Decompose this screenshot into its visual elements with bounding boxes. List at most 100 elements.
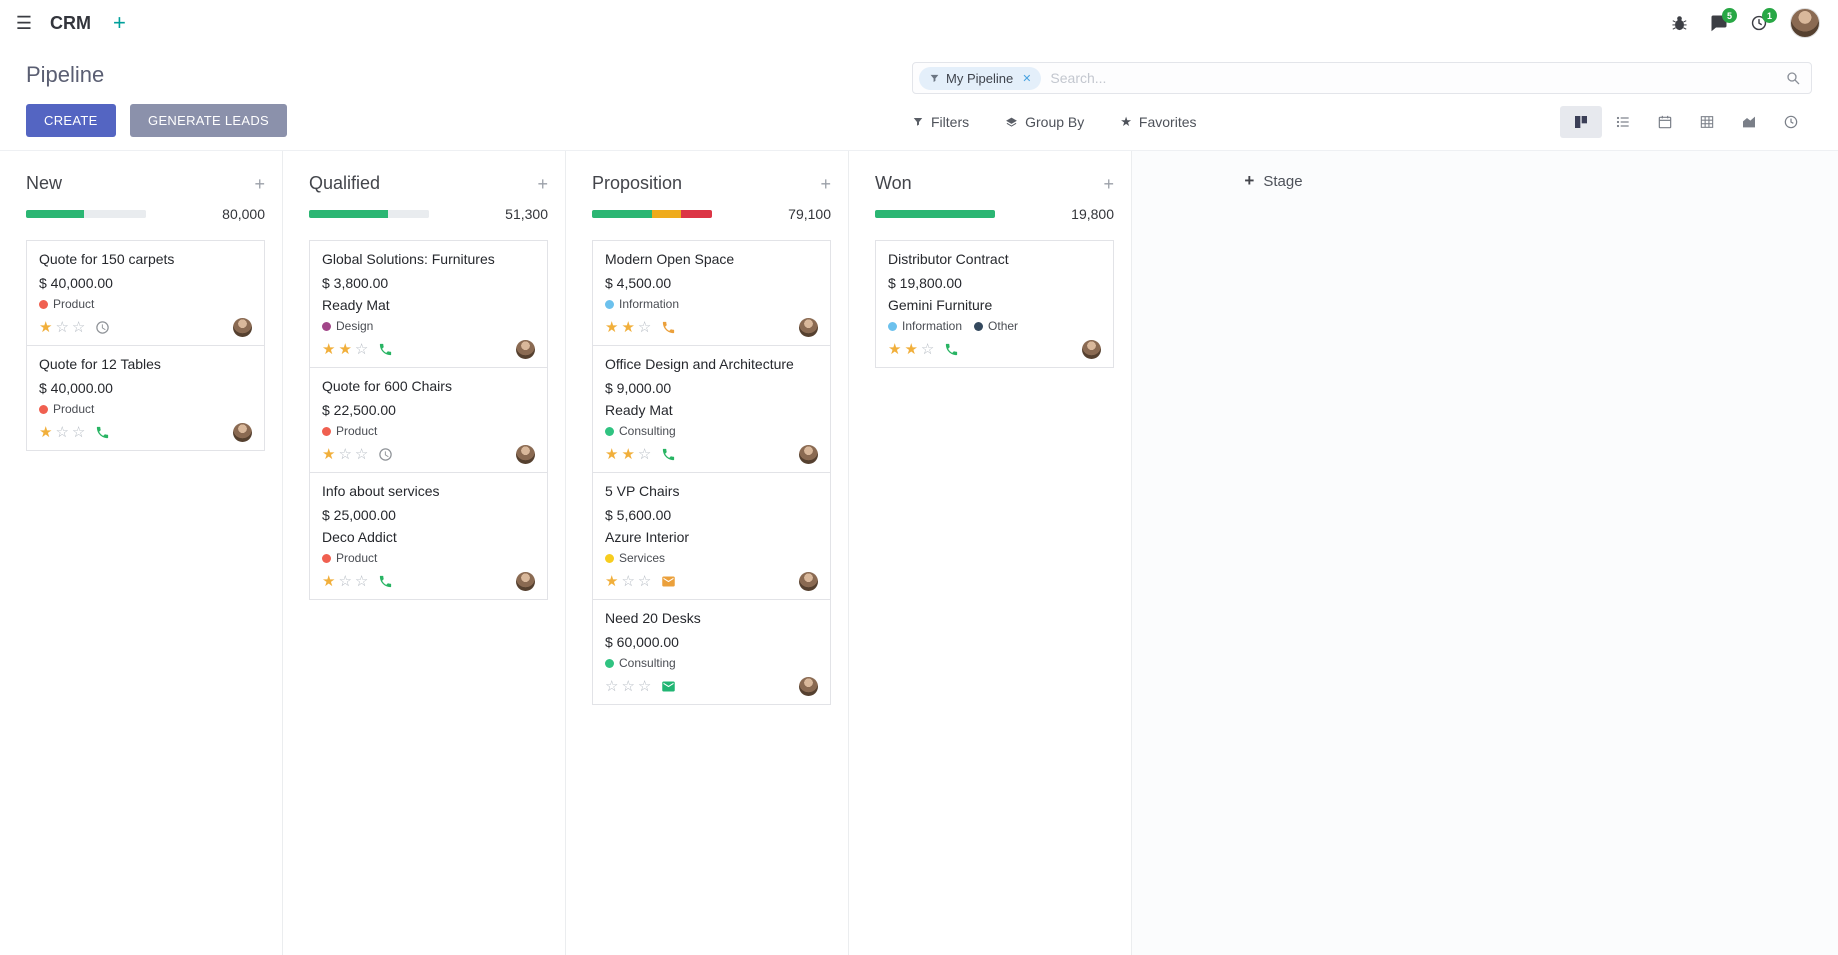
kanban-card[interactable]: 5 VP Chairs $ 5,600.00 Azure Interior Servi… <box>592 472 831 600</box>
stage-progressbar[interactable] <box>592 210 712 218</box>
kanban-card[interactable]: Global Solutions: Furnitures $ 3,800.00 Re… <box>309 240 548 368</box>
quick-add-card-button[interactable]: + <box>254 173 265 194</box>
view-pivot-button[interactable] <box>1686 106 1728 138</box>
salesperson-avatar[interactable] <box>516 572 535 591</box>
apps-menu-button[interactable]: ☰ <box>0 0 48 46</box>
priority-star[interactable]: ★ <box>621 446 635 463</box>
progress-segment-muted[interactable] <box>83 210 146 218</box>
priority-star[interactable]: ☆ <box>354 573 369 590</box>
priority-star[interactable]: ☆ <box>354 446 369 463</box>
quick-add-card-button[interactable]: + <box>1103 173 1114 194</box>
priority-star[interactable]: ☆ <box>55 319 69 336</box>
priority-star[interactable]: ☆ <box>621 573 635 590</box>
priority-star[interactable]: ☆ <box>354 341 369 358</box>
activity-envelope-icon[interactable] <box>661 679 676 694</box>
priority-star[interactable]: ★ <box>338 341 352 358</box>
filters-button[interactable]: Filters <box>912 114 969 130</box>
search-bar[interactable]: My Pipeline ✕ <box>912 62 1812 94</box>
kanban-card[interactable]: Distributor Contract $ 19,800.00 Gemini Fu… <box>875 240 1114 368</box>
activity-phone-icon[interactable] <box>378 342 393 357</box>
activity-clock-icon[interactable] <box>95 320 110 335</box>
create-button[interactable]: CREATE <box>26 104 116 137</box>
search-icon[interactable] <box>1785 70 1801 86</box>
search-facet-my-pipeline[interactable]: My Pipeline ✕ <box>919 66 1042 90</box>
kanban-card[interactable]: Quote for 150 carpets $ 40,000.00 Product ★… <box>26 240 265 346</box>
priority-star[interactable]: ☆ <box>55 424 69 441</box>
priority-star[interactable]: ★ <box>605 319 619 336</box>
stage-progressbar[interactable] <box>309 210 429 218</box>
view-list-button[interactable] <box>1602 106 1644 138</box>
add-stage-button[interactable]: + Stage <box>1132 171 1415 191</box>
quick-add-card-button[interactable]: + <box>537 173 548 194</box>
priority-star[interactable]: ★ <box>322 573 336 590</box>
activities-button[interactable]: 1 <box>1750 8 1777 32</box>
user-avatar[interactable] <box>1790 8 1820 38</box>
priority-star[interactable]: ☆ <box>637 573 652 590</box>
priority-star[interactable]: ☆ <box>621 678 635 695</box>
kanban-card[interactable]: Modern Open Space $ 4,500.00 Information ★ ★… <box>592 240 831 346</box>
salesperson-avatar[interactable] <box>516 340 535 359</box>
progress-segment-green[interactable] <box>875 210 995 218</box>
priority-star[interactable]: ☆ <box>920 341 935 358</box>
progress-segment-green[interactable] <box>26 210 84 218</box>
progress-segment-muted[interactable] <box>388 210 429 218</box>
quick-add-card-button[interactable]: + <box>820 173 831 194</box>
priority-star[interactable]: ★ <box>322 341 336 358</box>
priority-star[interactable]: ★ <box>888 341 902 358</box>
progress-segment-green[interactable] <box>592 210 652 218</box>
salesperson-avatar[interactable] <box>799 677 818 696</box>
view-kanban-button[interactable] <box>1560 106 1602 138</box>
priority-star[interactable]: ★ <box>39 319 53 336</box>
priority-star[interactable]: ★ <box>621 319 635 336</box>
activity-phone-icon[interactable] <box>378 574 393 589</box>
priority-star[interactable]: ☆ <box>637 319 652 336</box>
priority-star[interactable]: ★ <box>605 573 619 590</box>
view-activity-button[interactable] <box>1770 106 1812 138</box>
priority-star[interactable]: ★ <box>322 446 336 463</box>
salesperson-avatar[interactable] <box>233 423 252 442</box>
stage-progressbar[interactable] <box>26 210 146 218</box>
search-input[interactable] <box>1050 70 1785 86</box>
priority-star[interactable]: ☆ <box>637 446 652 463</box>
salesperson-avatar[interactable] <box>799 318 818 337</box>
kanban-card[interactable]: Quote for 12 Tables $ 40,000.00 Product ★ ☆ ☆ <box>26 345 265 451</box>
stage-progressbar[interactable] <box>875 210 995 218</box>
activity-envelope-icon[interactable] <box>661 574 676 589</box>
debug-button[interactable] <box>1671 15 1688 32</box>
group-by-button[interactable]: Group By <box>1005 114 1084 130</box>
kanban-card[interactable]: Office Design and Architecture $ 9,000.00… <box>592 345 831 473</box>
salesperson-avatar[interactable] <box>799 445 818 464</box>
priority-star[interactable]: ☆ <box>637 678 652 695</box>
app-name[interactable]: CRM <box>50 12 91 33</box>
navbar-plus-button[interactable]: + <box>113 10 126 35</box>
salesperson-avatar[interactable] <box>516 445 535 464</box>
priority-star[interactable]: ☆ <box>71 424 86 441</box>
priority-star[interactable]: ☆ <box>605 678 619 695</box>
priority-star[interactable]: ☆ <box>338 573 352 590</box>
favorites-button[interactable]: ★ Favorites <box>1120 114 1196 130</box>
priority-star[interactable]: ★ <box>904 341 918 358</box>
progress-segment-green[interactable] <box>309 210 389 218</box>
priority-star[interactable]: ☆ <box>71 319 86 336</box>
priority-star[interactable]: ★ <box>39 424 53 441</box>
activity-phone-icon[interactable] <box>661 447 676 462</box>
progress-segment-yellow[interactable] <box>652 210 681 218</box>
priority-star[interactable]: ☆ <box>338 446 352 463</box>
salesperson-avatar[interactable] <box>799 572 818 591</box>
view-calendar-button[interactable] <box>1644 106 1686 138</box>
activity-phone-icon[interactable] <box>944 342 959 357</box>
priority-star[interactable]: ★ <box>605 446 619 463</box>
activity-phone-icon[interactable] <box>95 425 110 440</box>
generate-leads-button[interactable]: GENERATE LEADS <box>130 104 288 137</box>
kanban-card[interactable]: Quote for 600 Chairs $ 22,500.00 Product ★ ☆… <box>309 367 548 473</box>
remove-facet-icon[interactable]: ✕ <box>1022 72 1032 85</box>
salesperson-avatar[interactable] <box>233 318 252 337</box>
progress-segment-red[interactable] <box>680 210 712 218</box>
kanban-card[interactable]: Need 20 Desks $ 60,000.00 Consulting ☆ ☆ ☆ <box>592 599 831 705</box>
activity-clock-icon[interactable] <box>378 447 393 462</box>
kanban-card[interactable]: Info about services $ 25,000.00 Deco Addic… <box>309 472 548 600</box>
view-graph-button[interactable] <box>1728 106 1770 138</box>
salesperson-avatar[interactable] <box>1082 340 1101 359</box>
activity-phone-icon[interactable] <box>661 320 676 335</box>
messages-button[interactable]: 5 <box>1710 8 1737 32</box>
